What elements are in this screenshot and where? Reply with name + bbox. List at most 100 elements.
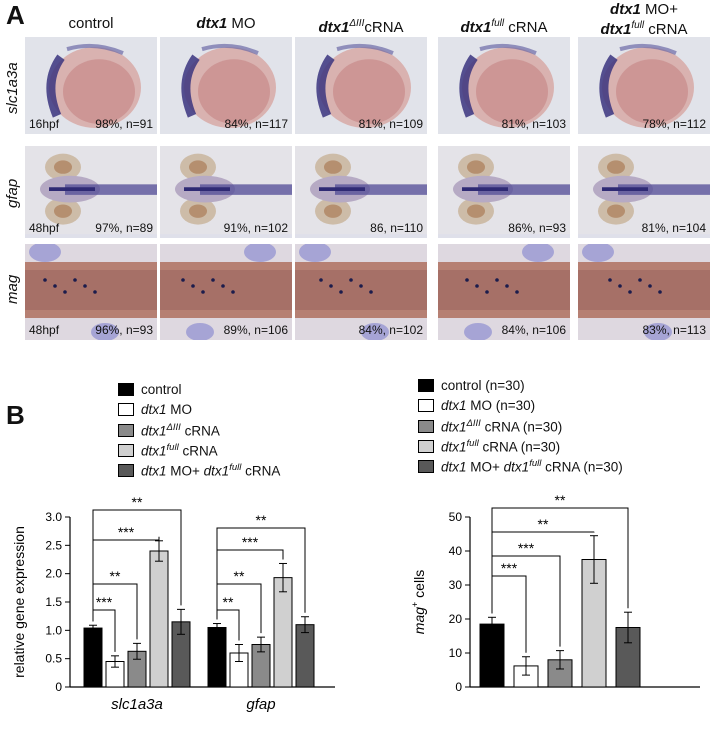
header-text: cRNA: [364, 19, 404, 36]
legend-gene: dtx1: [441, 419, 467, 435]
percent-n-label: 89%, n=106: [223, 323, 288, 337]
gene-expression-chart: 0 0.5 1.0 1.5 2.0 2.5 3.0 relative gene express…: [11, 494, 335, 713]
embryo-image: [160, 37, 292, 134]
significance-label: **: [132, 494, 143, 510]
significance-bracket: [92, 509, 182, 622]
tile-slc1a3a-4: 78%, n=112: [578, 37, 710, 134]
embryo-image: [25, 244, 157, 340]
significance-label: **: [234, 568, 245, 584]
embryo-image: [25, 37, 157, 134]
y-tick-label: 2.5: [45, 538, 62, 552]
y-axis-label: mag+ cells: [410, 570, 427, 634]
legend-text: MO (n=30): [466, 398, 536, 413]
column-header-1: dtx1 MO: [160, 16, 292, 32]
y-tick-label: 0: [455, 680, 462, 694]
embryo-image: [578, 146, 710, 235]
percent-n-label: 78%, n=112: [642, 117, 707, 131]
significance-label: ***: [501, 560, 518, 576]
legend-text: cRNA (n=30): [478, 439, 561, 455]
column-header-2: dtx1ΔIIIcRNA: [295, 16, 427, 36]
legend-sup: full: [529, 458, 542, 469]
tile-mag-0: 48hpf 96%, n=93: [25, 244, 157, 340]
row-label-slc1a3a: slc1a3a: [4, 61, 21, 114]
y-axis-label: relative gene expression: [11, 526, 27, 678]
legend-item-0: control: [118, 382, 182, 397]
percent-n-label: 84%, n=117: [224, 117, 289, 131]
y-tick-label: 0.5: [45, 652, 62, 666]
embryo-image: [160, 146, 292, 235]
legend-swatch: [118, 383, 134, 396]
stage-label: 48hpf: [29, 221, 60, 235]
category-label: gfap: [246, 696, 275, 713]
row-label-mag: mag: [4, 274, 21, 304]
percent-n-label: 86%, n=93: [508, 221, 566, 235]
legend-swatch: [418, 459, 434, 473]
embryo-image: [295, 37, 427, 134]
stage-label: 48hpf: [29, 323, 60, 337]
bar: [273, 577, 293, 688]
embryo-image: [578, 37, 710, 134]
legend-swatch: [118, 423, 134, 437]
embryo-image: [295, 146, 427, 235]
panel-b-letter: B: [6, 400, 25, 430]
header-gene: dtx1: [460, 19, 492, 36]
legend-sup: ΔIII: [466, 418, 481, 429]
y-tick-label: 3.0: [45, 510, 62, 524]
legend-gene: dtx1: [141, 443, 167, 459]
tile-gfap-4: 81%, n=104: [578, 146, 710, 238]
legend-item-1: dtx1 MO (n=30): [418, 398, 535, 413]
significance-label: ***: [518, 540, 535, 556]
legend-gene: dtx1: [503, 459, 530, 475]
legend-swatch: [418, 399, 434, 412]
significance-bracket: [216, 527, 306, 620]
bar: [149, 550, 169, 688]
header-text: cRNA: [644, 21, 688, 38]
legend-item-3: dtx1full cRNA (n=30): [418, 438, 560, 455]
legend-text: MO+: [466, 459, 504, 475]
percent-n-label: 96%, n=93: [95, 323, 153, 337]
embryo-image: [438, 37, 570, 134]
legend-text: cRNA: [178, 443, 218, 459]
percent-n-label: 83%, n=113: [642, 323, 707, 337]
y-tick-label: 50: [449, 510, 463, 524]
legend-sup: full: [229, 462, 242, 473]
tile-slc1a3a-3: 81%, n=103: [438, 37, 570, 134]
percent-n-label: 84%, n=106: [501, 323, 566, 337]
legend-item-2: dtx1ΔIII cRNA (n=30): [418, 418, 562, 435]
legend-text: cRNA: [180, 423, 220, 439]
embryo-image: [438, 146, 570, 235]
significance-label: **: [555, 492, 566, 508]
tile-mag-3: 84%, n=106: [438, 244, 570, 340]
legend-item-4: dtx1 MO+ dtx1full cRNA (n=30): [418, 458, 623, 475]
legend-swatch: [118, 463, 134, 477]
legend-sup: ΔIII: [166, 422, 181, 433]
legend-swatch: [418, 379, 434, 392]
percent-n-label: 86, n=110: [370, 221, 423, 235]
bar: [83, 627, 103, 688]
header-gene: dtx1: [600, 21, 632, 38]
y-tick-label: 30: [449, 578, 463, 592]
significance-bracket: [491, 507, 629, 614]
legend-gene: dtx1: [141, 423, 167, 439]
legend-swatch: [118, 443, 134, 457]
legend-gene: dtx1: [441, 439, 467, 455]
legend-gene: dtx1: [141, 463, 167, 479]
tile-mag-1: 89%, n=106: [160, 244, 292, 340]
y-tick-label: 1.0: [45, 623, 62, 637]
percent-n-label: 81%, n=104: [641, 221, 706, 235]
tile-gfap-2: 86, n=110: [295, 146, 427, 238]
significance-label: **: [223, 594, 234, 610]
legend-text: control (n=30): [441, 378, 525, 393]
tile-gfap-3: 86%, n=93: [438, 146, 570, 238]
legend-item-1: dtx1 MO: [118, 402, 192, 417]
legend-text: control: [141, 382, 182, 397]
tile-gfap-1: 91%, n=102: [160, 146, 292, 238]
y-tick-label: 2.0: [45, 567, 62, 581]
header-gene: dtx1: [610, 1, 641, 18]
legend-swatch: [418, 439, 434, 453]
stage-label: 16hpf: [29, 117, 60, 131]
percent-n-label: 81%, n=109: [358, 117, 423, 131]
legend-text: cRNA (n=30): [541, 459, 623, 475]
significance-label: **: [256, 512, 267, 528]
legend-item-2: dtx1ΔIII cRNA: [118, 422, 220, 439]
